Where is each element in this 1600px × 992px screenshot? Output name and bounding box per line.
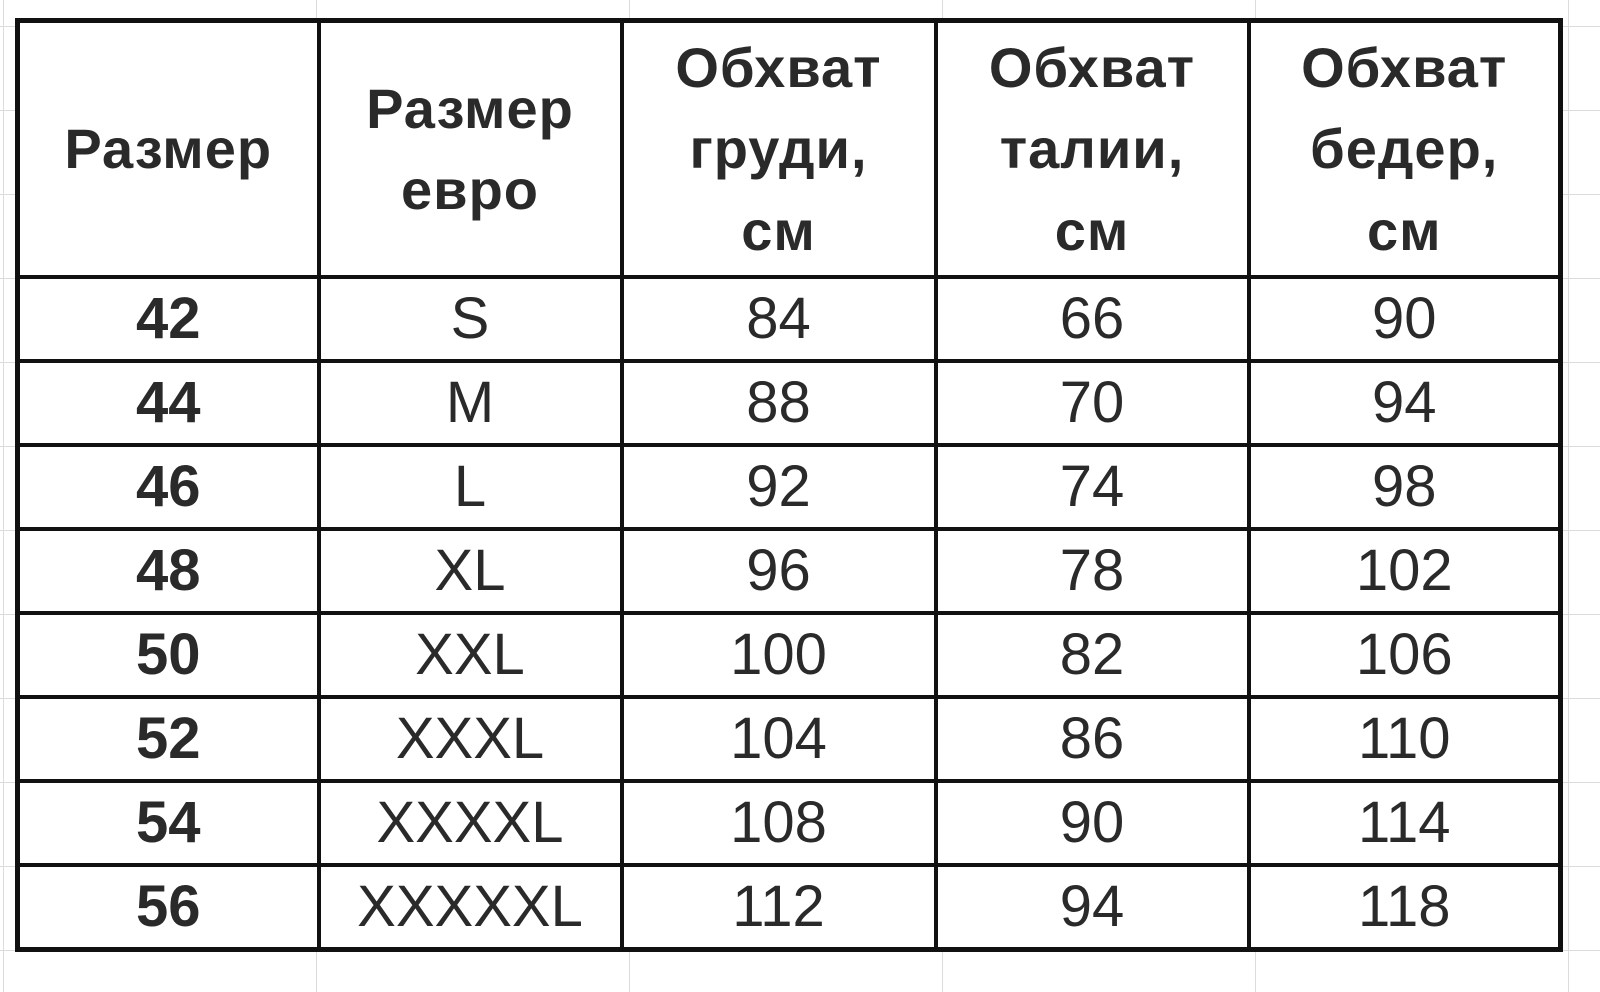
cell-size-ru: 52 [15, 695, 321, 783]
table-body: 42 S 84 66 90 44 M 88 70 94 46 L 92 74 98 48 XL 96 78 102 50… [15, 275, 1563, 952]
header-waist: Обхват талии, см [933, 18, 1251, 279]
header-text: груди, [689, 117, 868, 181]
cell-size-ru: 48 [15, 527, 321, 615]
cell-size-ru: 54 [15, 779, 321, 867]
header-text: Размер [366, 76, 574, 140]
header-text: талии, [999, 117, 1185, 181]
cell-chest: 84 [619, 275, 938, 363]
cell-size-ru: 46 [15, 443, 321, 531]
cell-hips: 90 [1246, 275, 1563, 363]
cell-size-eu: XXL [316, 611, 624, 699]
cell-size-eu: XXXL [316, 695, 624, 783]
cell-size-ru: 44 [15, 359, 321, 447]
header-text: евро [401, 158, 539, 221]
cell-size-ru: 42 [15, 275, 321, 363]
table-row: 42 S 84 66 90 [15, 275, 1563, 363]
header-text: Обхват [675, 36, 882, 100]
header-text: Обхват [988, 36, 1196, 100]
header-size-ru: Размер [15, 18, 321, 279]
cell-chest: 108 [619, 779, 938, 867]
header-text: Размер [64, 117, 273, 181]
cell-size-eu: XL [316, 527, 624, 615]
table-row: 56 XXXXXL 112 94 118 [15, 863, 1563, 952]
cell-waist: 90 [933, 779, 1251, 867]
cell-waist: 86 [933, 695, 1251, 783]
cell-waist: 78 [933, 527, 1251, 615]
header-text: см [1366, 198, 1442, 262]
cell-chest: 100 [619, 611, 938, 699]
cell-hips: 98 [1246, 443, 1563, 531]
cell-waist: 66 [933, 275, 1251, 363]
cell-waist: 94 [933, 863, 1251, 952]
header-hips: Обхват бедер, см [1246, 18, 1563, 279]
cell-chest: 88 [619, 359, 938, 447]
header-text: см [1054, 198, 1130, 262]
cell-size-eu: XXXXL [316, 779, 624, 867]
cell-waist: 82 [933, 611, 1251, 699]
cell-waist: 74 [933, 443, 1251, 531]
cell-size-eu: S [316, 275, 624, 363]
cell-size-eu: L [316, 443, 624, 531]
cell-hips: 94 [1246, 359, 1563, 447]
header-size-eu: Размер евро [316, 18, 624, 279]
table-row: 44 M 88 70 94 [15, 359, 1563, 447]
table-row: 52 XXXL 104 86 110 [15, 695, 1563, 783]
cell-hips: 110 [1246, 695, 1563, 783]
cell-chest: 92 [619, 443, 938, 531]
cell-size-eu: M [316, 359, 624, 447]
table-row: 48 XL 96 78 102 [15, 527, 1563, 615]
header-row: Размер Размер евро Обхват груди, см Обхват тали… [15, 18, 1563, 279]
header-text: бедер, [1310, 117, 1499, 181]
cell-waist: 70 [933, 359, 1251, 447]
header-text: Обхват [1301, 36, 1508, 100]
cell-hips: 114 [1246, 779, 1563, 867]
cell-hips: 102 [1246, 527, 1563, 615]
cell-hips: 106 [1246, 611, 1563, 699]
header-chest: Обхват груди, см [619, 18, 938, 279]
table-row: 54 XXXXL 108 90 114 [15, 779, 1563, 867]
cell-chest: 104 [619, 695, 938, 783]
cell-chest: 96 [619, 527, 938, 615]
size-chart-table: Размер Размер евро Обхват груди, см Обхват тали… [15, 18, 1563, 952]
cell-chest: 112 [619, 863, 938, 952]
table-row: 46 L 92 74 98 [15, 443, 1563, 531]
cell-hips: 118 [1246, 863, 1563, 952]
header-text: см [741, 198, 816, 262]
cell-size-ru: 56 [15, 863, 321, 952]
cell-size-eu: XXXXXL [316, 863, 624, 952]
table-header: Размер Размер евро Обхват груди, см Обхват тали… [15, 18, 1563, 279]
table-row: 50 XXL 100 82 106 [15, 611, 1563, 699]
cell-size-ru: 50 [15, 611, 321, 699]
